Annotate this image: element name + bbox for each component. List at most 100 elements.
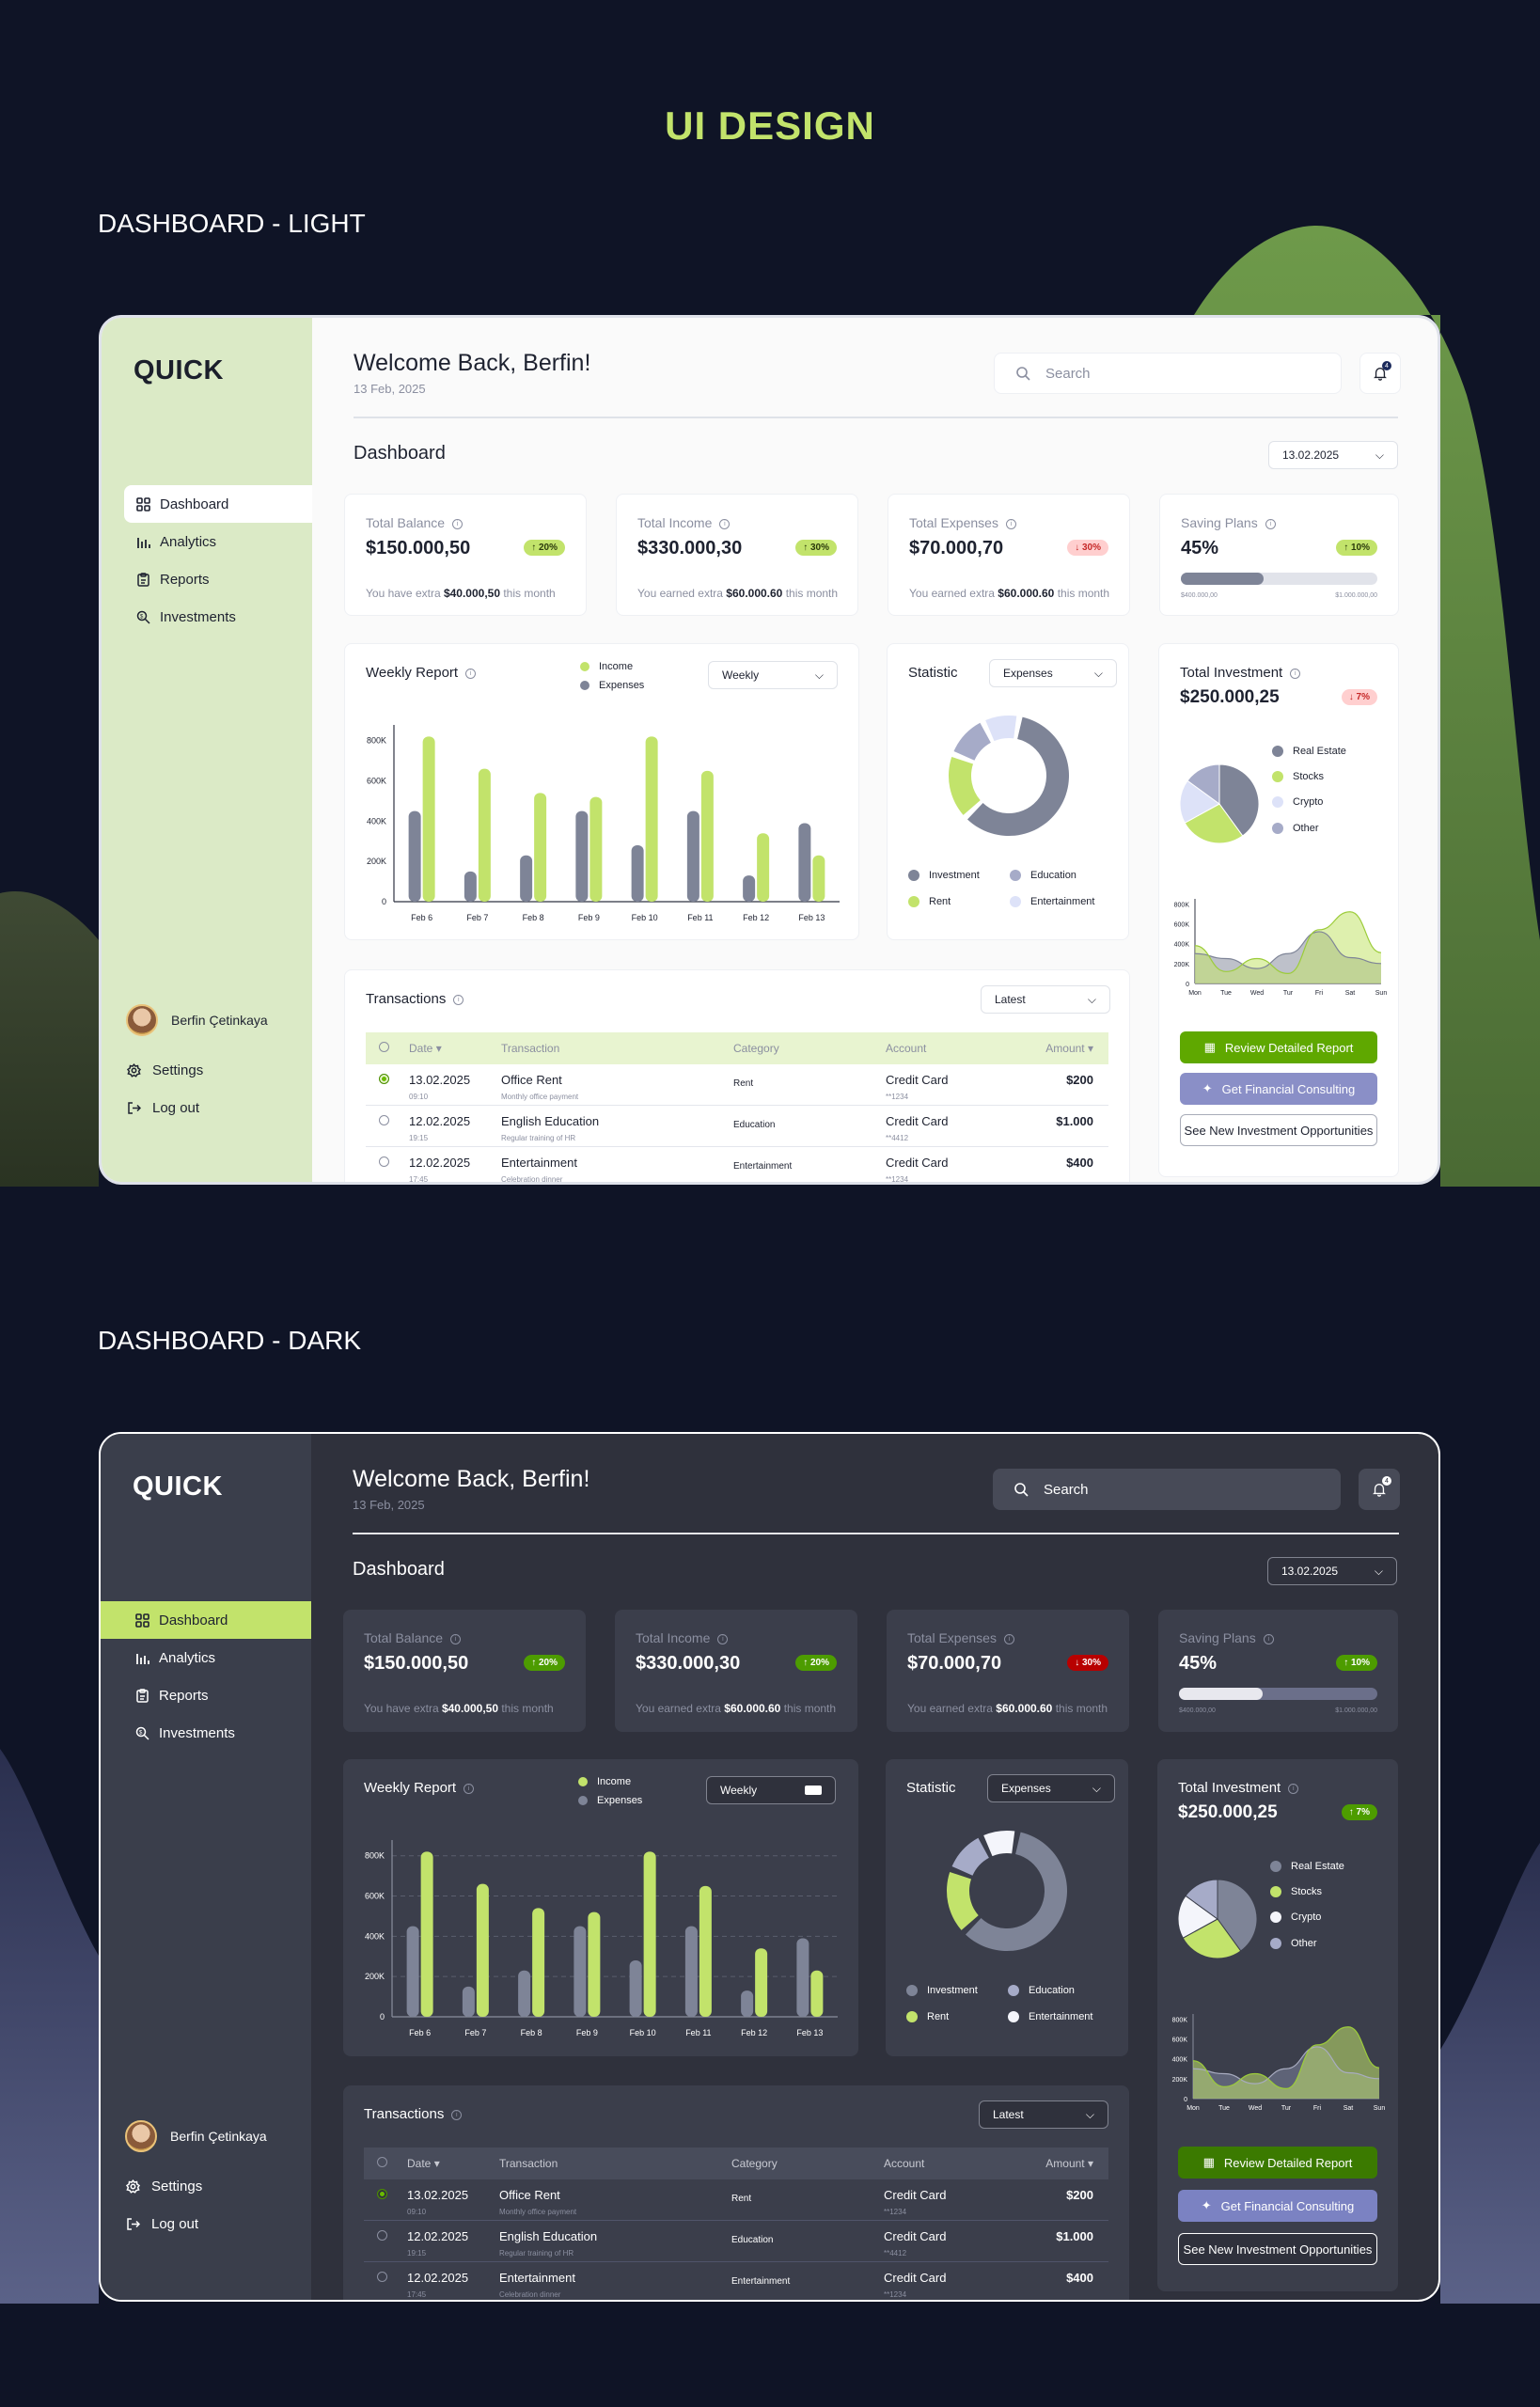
col-date[interactable]: Date ▾ <box>407 2157 440 2170</box>
notification-button[interactable]: 4 <box>1359 1469 1400 1510</box>
settings-link[interactable]: Settings <box>126 1051 203 1089</box>
legend-other: Other <box>1270 1938 1317 1949</box>
desc-text: Monthly office payment <box>499 2208 577 2216</box>
weekly-select[interactable]: Weekly <box>706 1776 836 1804</box>
row-select[interactable] <box>364 2271 407 2285</box>
note-post: this month <box>782 587 839 600</box>
cell-account: Credit Card **4412 <box>884 2229 1029 2258</box>
x-tick-label: Tur <box>1283 990 1294 997</box>
transactions-card: Transactions i Latest ⌵ Date ▾ Transaction… <box>344 969 1130 1182</box>
col-amount[interactable]: Amount ▾ <box>1045 2157 1093 2170</box>
legend-label: Expenses <box>599 680 645 691</box>
info-icon[interactable]: i <box>451 2109 463 2120</box>
dashboard-dark: QUICK Dashboard Analytics Reports $ Inve… <box>99 1432 1440 2302</box>
sidebar-item-dashboard[interactable]: Dashboard <box>124 485 312 523</box>
info-icon[interactable]: i <box>1288 1783 1299 1794</box>
info-icon[interactable]: i <box>1003 1633 1014 1644</box>
date-select[interactable]: 13.02.2025 ⌵ <box>1267 1557 1397 1585</box>
notification-button[interactable]: 4 <box>1359 353 1401 394</box>
search-input[interactable]: Search <box>994 353 1342 394</box>
legend-label: Stocks <box>1293 771 1325 782</box>
change-value: 30% <box>1081 543 1101 553</box>
select-all-checkbox[interactable] <box>366 1042 409 1055</box>
info-icon[interactable]: i <box>465 668 477 679</box>
x-tick-label: Sun <box>1375 990 1388 997</box>
sidebar-item-dashboard[interactable]: Dashboard <box>101 1601 311 1639</box>
user-profile[interactable]: Berfin Çetinkaya <box>125 2120 267 2152</box>
note-pre: You earned extra <box>636 1702 725 1715</box>
note-pre: You earned extra <box>909 587 998 600</box>
y-tick-label: 200K <box>1174 962 1190 968</box>
sidebar-item-investments[interactable]: $ Investments <box>101 1714 311 1752</box>
financial-consulting-button[interactable]: ✦ Get Financial Consulting <box>1180 1073 1377 1105</box>
logout-link[interactable]: Log out <box>125 2205 202 2242</box>
transactions-title-text: Transactions <box>364 2106 445 2122</box>
x-tick-label: Feb 6 <box>411 913 432 922</box>
note-post: this month <box>780 1702 837 1715</box>
table-row[interactable]: 12.02.2025 19:15 English Education Regular… <box>364 2221 1108 2262</box>
bottom-nav: Settings Log out <box>125 2167 202 2242</box>
legend-label: Income <box>599 661 634 672</box>
date-select[interactable]: 13.02.2025 ⌵ <box>1268 441 1398 469</box>
table-row[interactable]: 13.02.2025 09:10 Office Rent Monthly offic… <box>366 1064 1108 1106</box>
table-row[interactable]: 12.02.2025 19:15 English Education Regular… <box>366 1106 1108 1147</box>
sidebar-item-reports[interactable]: Reports <box>124 560 312 598</box>
kpi-label: Total Balance i <box>364 1630 462 1645</box>
kpi-saving-plans: Saving Plans i 45% ↑ 10% $400.000,00 $1.0… <box>1159 494 1399 616</box>
row-select[interactable] <box>364 2229 407 2243</box>
search-money-icon: $ <box>135 609 150 624</box>
bar-income <box>700 770 714 902</box>
weekly-select[interactable]: Weekly ⌵ <box>708 661 838 689</box>
statistic-select[interactable]: Expenses ⌵ <box>989 659 1117 687</box>
sidebar-item-reports[interactable]: Reports <box>101 1676 311 1714</box>
info-icon[interactable]: i <box>717 1633 729 1644</box>
table-row[interactable]: 12.02.2025 17:45 Entertainment Celebration… <box>364 2262 1108 2300</box>
investment-value: $250.000,25 <box>1180 687 1280 707</box>
transactions-sort-select[interactable]: Latest ⌵ <box>979 2100 1108 2129</box>
line-series-b <box>1194 931 1382 969</box>
logout-link[interactable]: Log out <box>126 1089 203 1126</box>
info-icon[interactable]: i <box>719 518 731 529</box>
table-row[interactable]: 12.02.2025 17:45 Entertainment Celebration… <box>366 1147 1108 1182</box>
info-icon[interactable]: i <box>452 518 464 529</box>
info-icon[interactable]: i <box>450 1633 462 1644</box>
bar-chart-icon <box>134 1650 149 1665</box>
legend-dot <box>1270 1861 1281 1872</box>
legend-label: Education <box>1030 870 1076 881</box>
investment-opportunities-button[interactable]: See New Investment Opportunities <box>1180 1114 1377 1146</box>
review-report-button[interactable]: ▦ Review Detailed Report <box>1180 1031 1377 1063</box>
row-select[interactable] <box>366 1156 409 1170</box>
info-icon[interactable]: i <box>1005 518 1016 529</box>
transactions-sort-select[interactable]: Latest ⌵ <box>981 985 1110 1014</box>
row-select[interactable] <box>364 2188 407 2202</box>
col-date[interactable]: Date ▾ <box>409 1042 442 1055</box>
row-select[interactable] <box>366 1073 409 1087</box>
radio <box>377 2189 387 2199</box>
sidebar-item-label: Reports <box>160 571 210 588</box>
search-input[interactable]: Search <box>993 1469 1341 1510</box>
review-report-button[interactable]: ▦ Review Detailed Report <box>1178 2147 1377 2179</box>
kpi-label: Total Expenses i <box>907 1630 1014 1645</box>
info-icon[interactable]: i <box>1263 1633 1274 1644</box>
row-select[interactable] <box>366 1114 409 1128</box>
col-amount[interactable]: Amount ▾ <box>1045 1042 1093 1055</box>
info-icon[interactable]: i <box>453 994 464 1005</box>
sidebar-item-analytics[interactable]: Analytics <box>124 523 312 560</box>
bar-expenses <box>798 823 811 902</box>
select-all-checkbox[interactable] <box>364 2157 407 2170</box>
investment-opportunities-button[interactable]: See New Investment Opportunities <box>1178 2233 1377 2265</box>
info-icon[interactable]: i <box>464 1783 475 1794</box>
financial-consulting-button[interactable]: ✦ Get Financial Consulting <box>1178 2190 1377 2222</box>
settings-link[interactable]: Settings <box>125 2167 202 2205</box>
table-row[interactable]: 13.02.2025 09:10 Office Rent Monthly offic… <box>364 2179 1108 2221</box>
info-icon[interactable]: i <box>1265 518 1276 529</box>
sparkle-icon: ✦ <box>1201 2198 1212 2212</box>
user-profile[interactable]: Berfin Çetinkaya <box>126 1004 268 1036</box>
statistic-select[interactable]: Expenses ⌵ <box>987 1774 1115 1802</box>
total-investment-card: Total Investment i $250.000,25 ↓ 7% Real … <box>1158 643 1399 1177</box>
sidebar-item-investments[interactable]: $ Investments <box>124 598 312 636</box>
weekly-title-text: Weekly Report <box>366 665 459 681</box>
info-icon[interactable]: i <box>1290 668 1301 679</box>
sidebar-item-analytics[interactable]: Analytics <box>101 1639 311 1676</box>
